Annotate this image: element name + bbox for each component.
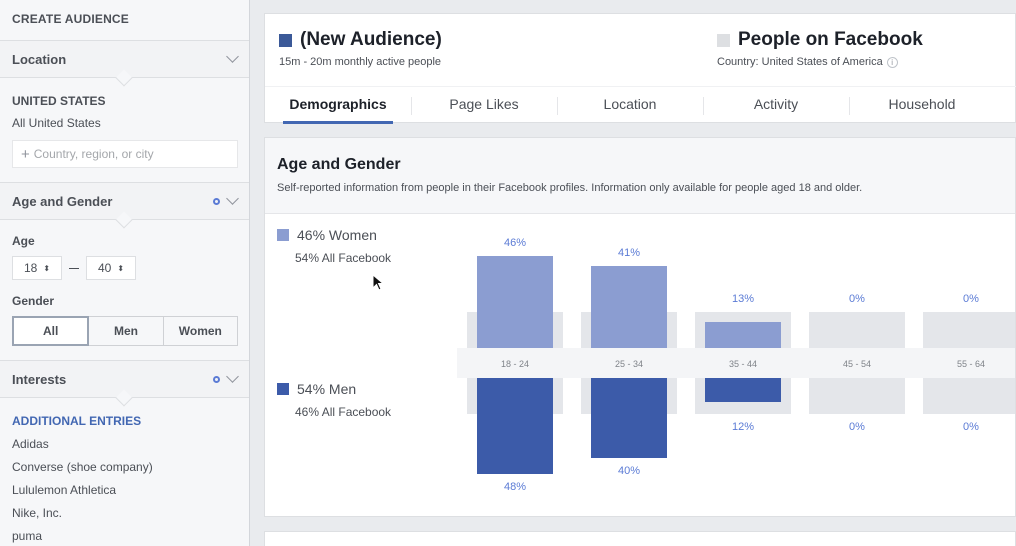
gender-all-button[interactable]: All	[12, 316, 90, 346]
interests-section-header[interactable]: Interests	[0, 360, 249, 407]
country-scope: All United States	[12, 116, 101, 130]
tab-demographics[interactable]: Demographics	[265, 87, 411, 124]
age-gender-header: Age and Gender Self-reported information…	[265, 138, 1015, 214]
compare-country: Country: United States of America i	[717, 56, 898, 68]
age-min-select[interactable]: 18 ⬍	[12, 256, 62, 280]
tab-bar: Demographics Page Likes Location Activit…	[265, 86, 1016, 124]
gender-men-button[interactable]: Men	[89, 316, 164, 346]
age-label: Age	[12, 234, 35, 248]
baseline-block-bottom	[809, 378, 905, 414]
women-value-label: 0%	[963, 293, 979, 305]
men-value-label: 0%	[963, 421, 979, 433]
tab-household[interactable]: Household	[849, 87, 995, 124]
chevron-down-icon[interactable]	[226, 370, 239, 383]
sidebar-title: CREATE AUDIENCE	[12, 12, 130, 26]
updown-icon: ⬍	[43, 263, 51, 273]
tab-activity[interactable]: Activity	[703, 87, 849, 124]
men-legend: 54% Men 46% All Facebook	[277, 381, 391, 419]
settings-dot-icon[interactable]	[213, 375, 220, 383]
age-gender-card: Age and Gender Self-reported information…	[264, 137, 1016, 517]
men-value-label: 0%	[849, 421, 865, 433]
audience-title: (New Audience)	[279, 29, 442, 51]
age-max-select[interactable]: 40 ⬍	[86, 256, 136, 280]
location-header-label: Location	[12, 51, 67, 67]
audience-header-card: (New Audience) 15m - 20m monthly active …	[264, 13, 1016, 124]
audience-color-swatch	[279, 33, 292, 47]
location-input-placeholder: Country, region, or city	[33, 147, 154, 161]
men-bar	[705, 378, 781, 402]
plus-icon: +	[21, 145, 30, 163]
interest-item[interactable]: Nike, Inc.	[12, 506, 63, 520]
updown-icon: ⬍	[117, 263, 125, 273]
women-legend: 46% Women 54% All Facebook	[277, 227, 391, 265]
men-legend-label: 54% Men	[297, 381, 357, 397]
age-tick-label: 45 - 54	[843, 359, 871, 369]
women-value-label: 41%	[618, 247, 640, 259]
mouse-cursor-icon	[372, 274, 384, 291]
age-gender-chart: 46% 48% 18 - 24 41% 40% 25 - 34 13% 12% 35 - 44 0…	[457, 237, 1015, 493]
baseline-block-top	[923, 312, 1015, 348]
audience-size: 15m - 20m monthly active people	[279, 56, 442, 68]
interest-item[interactable]: puma	[12, 529, 43, 543]
tab-page-likes[interactable]: Page Likes	[411, 87, 557, 124]
gender-women-button[interactable]: Women	[163, 316, 238, 346]
interests-header-label: Interests	[12, 371, 67, 387]
gender-label: Gender	[12, 294, 55, 308]
women-bar	[591, 266, 667, 348]
age-tick-label: 55 - 64	[957, 359, 985, 369]
additional-entries-label: ADDITIONAL ENTRIES	[12, 414, 142, 428]
women-value-label: 46%	[504, 237, 526, 249]
women-bar	[477, 256, 553, 348]
age-gender-header-label: Age and Gender	[12, 193, 113, 209]
gender-toggle: All Men Women	[12, 316, 238, 346]
country-label: UNITED STATES	[12, 94, 106, 108]
interest-item[interactable]: Adidas	[12, 437, 49, 451]
age-tick-label: 18 - 24	[501, 359, 529, 369]
compare-color-swatch	[717, 33, 730, 47]
compare-country-text: Country: United States of America	[717, 56, 883, 68]
axis-band	[457, 348, 1015, 378]
women-legend-label: 46% Women	[297, 227, 377, 243]
age-tick-label: 35 - 44	[729, 359, 757, 369]
settings-dot-icon[interactable]	[213, 197, 220, 205]
women-compare: 54% All Facebook	[295, 251, 392, 265]
chevron-down-icon[interactable]	[226, 50, 239, 63]
section-title: Age and Gender	[277, 156, 401, 173]
info-icon[interactable]: i	[886, 56, 898, 68]
baseline-block-bottom	[923, 378, 1015, 414]
compare-title: People on Facebook	[717, 29, 923, 51]
audience-name: (New Audience)	[300, 29, 442, 50]
next-section-card	[264, 531, 1016, 546]
men-swatch	[277, 383, 289, 395]
interest-item[interactable]: Lululemon Athletica	[12, 483, 117, 497]
tab-location[interactable]: Location	[557, 87, 703, 124]
age-max-value: 40	[97, 261, 112, 275]
interest-item[interactable]: Converse (shoe company)	[12, 460, 153, 474]
men-bar	[477, 378, 553, 474]
women-bar	[705, 322, 781, 348]
location-section-header[interactable]: Location	[0, 40, 249, 87]
section-description: Self-reported information from people in…	[277, 182, 863, 194]
women-swatch	[277, 229, 289, 241]
women-value-label: 13%	[732, 293, 754, 305]
location-search-input[interactable]: + Country, region, or city	[12, 140, 238, 168]
chevron-down-icon[interactable]	[226, 192, 239, 205]
age-tick-label: 25 - 34	[615, 359, 643, 369]
men-value-label: 12%	[732, 421, 754, 433]
baseline-block-top	[809, 312, 905, 348]
age-gender-section-header[interactable]: Age and Gender	[0, 182, 249, 229]
men-compare: 46% All Facebook	[295, 405, 392, 419]
men-bar	[591, 378, 667, 458]
age-min-value: 18	[23, 261, 38, 275]
range-dash	[69, 267, 79, 269]
compare-name: People on Facebook	[738, 29, 923, 50]
men-value-label: 48%	[504, 481, 526, 493]
sidebar: CREATE AUDIENCE Location UNITED STATES A…	[0, 0, 250, 546]
women-value-label: 0%	[849, 293, 865, 305]
men-value-label: 40%	[618, 465, 640, 477]
